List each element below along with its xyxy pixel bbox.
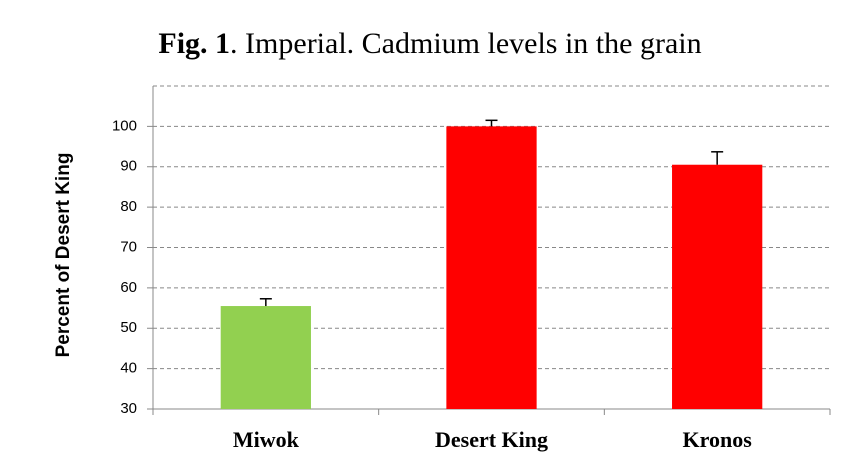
bar: [220, 306, 311, 409]
y-tick-label: 100: [112, 117, 137, 134]
title-prefix: Fig. 1: [158, 27, 230, 60]
y-tick-label: 70: [120, 238, 137, 255]
y-tick-label: 80: [120, 198, 137, 215]
y-tick-label: 40: [120, 360, 137, 377]
x-tick-label: Kronos: [683, 427, 753, 452]
y-tick-label: 90: [120, 158, 137, 175]
error-bar: [711, 151, 724, 165]
y-axis-label: Percent of Desert King: [53, 153, 74, 358]
y-tick-label: 30: [120, 400, 137, 417]
y-tick-label: 60: [120, 279, 137, 296]
x-tick-label: Miwok: [233, 427, 300, 452]
chart-title: Fig. 1. Imperial. Cadmium levels in the …: [158, 27, 701, 60]
error-bar: [485, 119, 498, 127]
bar: [446, 126, 537, 409]
y-tick-label: 50: [120, 319, 137, 336]
x-tick-label: Desert King: [435, 427, 548, 452]
error-bar: [259, 298, 272, 307]
bar: [672, 164, 763, 409]
title-text: . Imperial. Cadmium levels in the grain: [230, 27, 702, 60]
